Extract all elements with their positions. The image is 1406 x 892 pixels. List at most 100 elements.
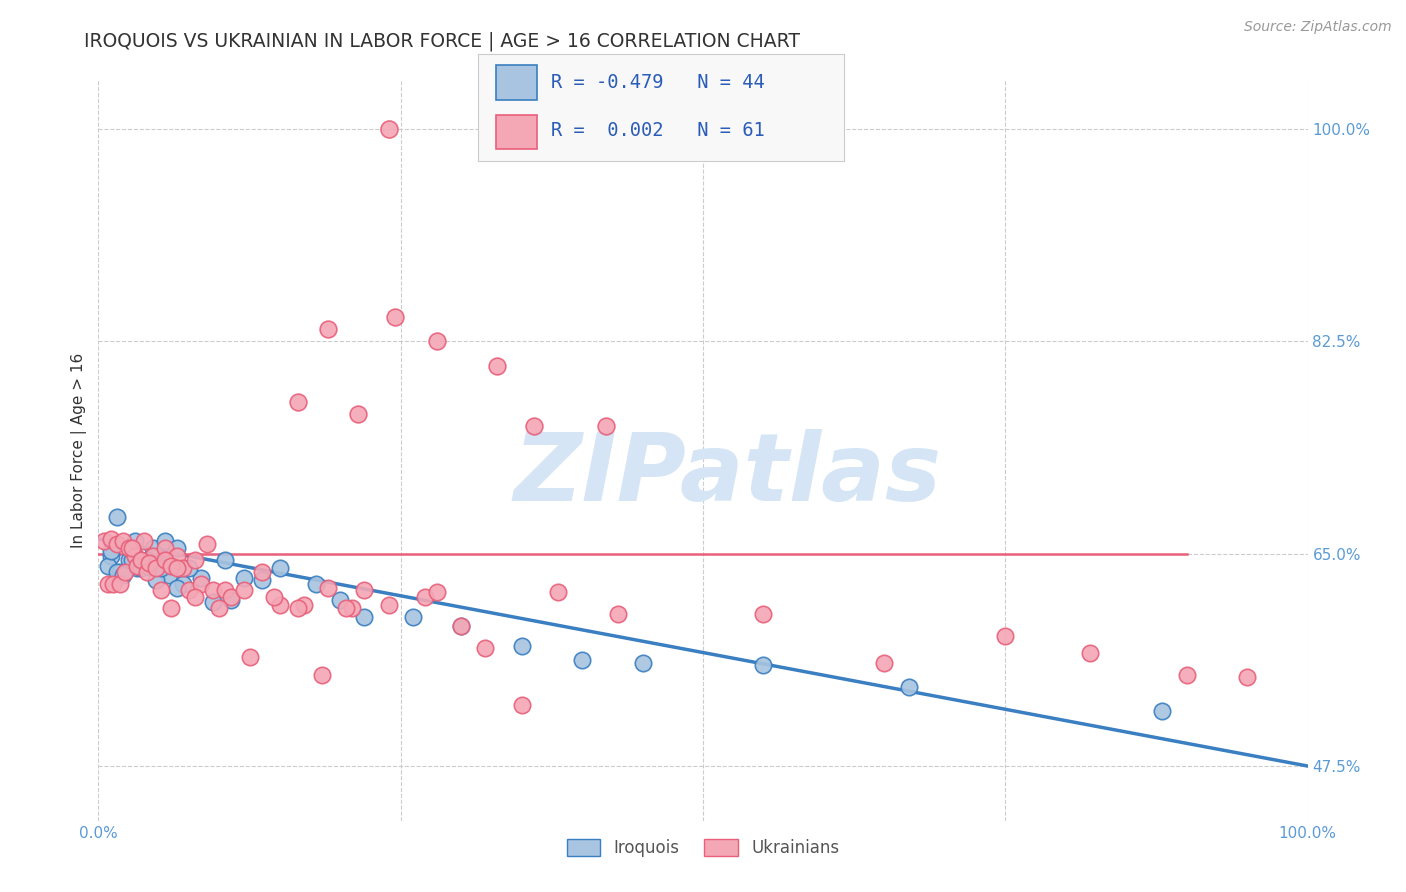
Point [426, 585, 449, 599]
Point [316, 322, 339, 336]
Point [292, 598, 315, 612]
Point [100, 549, 122, 563]
Point [124, 549, 146, 563]
Point [127, 558, 149, 573]
Point [510, 698, 533, 713]
Text: ZIPatlas: ZIPatlas [513, 429, 941, 521]
Point [172, 577, 194, 591]
Point [160, 601, 183, 615]
Point [377, 598, 399, 612]
Point [239, 649, 262, 664]
Point [232, 571, 254, 585]
Point [150, 561, 173, 575]
Text: R =  0.002   N = 61: R = 0.002 N = 61 [551, 121, 765, 140]
Point [377, 121, 399, 136]
Point [523, 419, 546, 434]
Point [1175, 668, 1198, 682]
Point [138, 557, 160, 571]
Point [607, 607, 630, 622]
Point [179, 561, 201, 575]
Point [250, 565, 273, 579]
Point [153, 552, 176, 566]
Point [134, 534, 156, 549]
Text: IROQUOIS VS UKRAINIAN IN LABOR FORCE | AGE > 16 CORRELATION CHART: IROQUOIS VS UKRAINIAN IN LABOR FORCE | A… [84, 31, 800, 51]
Point [127, 561, 149, 575]
Point [353, 609, 375, 624]
Point [108, 565, 131, 579]
Point [145, 561, 167, 575]
Point [153, 534, 176, 549]
Point [263, 591, 285, 605]
Point [347, 407, 370, 421]
Point [873, 656, 896, 670]
Bar [496, 65, 537, 100]
Point [97, 558, 120, 573]
Point [138, 558, 160, 573]
Point [166, 561, 188, 575]
Point [97, 577, 120, 591]
Point [135, 558, 157, 573]
Bar [496, 114, 537, 149]
Point [402, 609, 425, 624]
Point [450, 619, 472, 633]
Point [269, 561, 291, 575]
Point [208, 601, 231, 615]
Point [148, 557, 170, 571]
Point [105, 537, 128, 551]
Point [232, 582, 254, 597]
Point [214, 582, 236, 597]
Point [474, 641, 496, 656]
Point [172, 561, 194, 575]
Point [202, 582, 225, 597]
Point [111, 568, 134, 582]
Point [335, 601, 357, 615]
Point [142, 549, 165, 563]
Point [118, 541, 141, 555]
Point [547, 585, 569, 599]
Point [105, 565, 128, 579]
Point [179, 582, 201, 597]
Point [129, 552, 152, 566]
Point [114, 565, 136, 579]
Point [166, 541, 188, 555]
Point [221, 592, 243, 607]
Point [595, 419, 617, 434]
Point [305, 577, 328, 591]
Y-axis label: In Labor Force | Age > 16: In Labor Force | Age > 16 [72, 353, 87, 548]
Point [118, 552, 141, 566]
Point [752, 607, 775, 622]
Point [510, 639, 533, 653]
Point [190, 571, 212, 585]
Point [1078, 646, 1101, 660]
Point [994, 629, 1017, 643]
Point [135, 552, 157, 566]
Point [105, 510, 128, 524]
Point [93, 534, 115, 549]
Point [329, 592, 352, 607]
Point [121, 552, 143, 566]
Point [1236, 670, 1258, 684]
Point [413, 591, 436, 605]
Point [631, 656, 654, 670]
Point [190, 577, 212, 591]
Point [342, 601, 364, 615]
Point [353, 582, 375, 597]
Point [135, 565, 157, 579]
Point [100, 532, 122, 546]
Point [100, 544, 122, 558]
Point [287, 395, 309, 409]
Point [384, 310, 406, 324]
Point [153, 541, 176, 555]
Point [121, 541, 143, 555]
Point [426, 334, 449, 349]
Point [157, 568, 180, 582]
Point [111, 534, 134, 549]
Legend: Iroquois, Ukrainians: Iroquois, Ukrainians [560, 832, 846, 864]
Point [450, 619, 472, 633]
Point [311, 668, 333, 682]
Point [195, 537, 218, 551]
Point [287, 601, 309, 615]
Point [160, 558, 183, 573]
Point [150, 582, 173, 597]
Text: Source: ZipAtlas.com: Source: ZipAtlas.com [1244, 20, 1392, 34]
